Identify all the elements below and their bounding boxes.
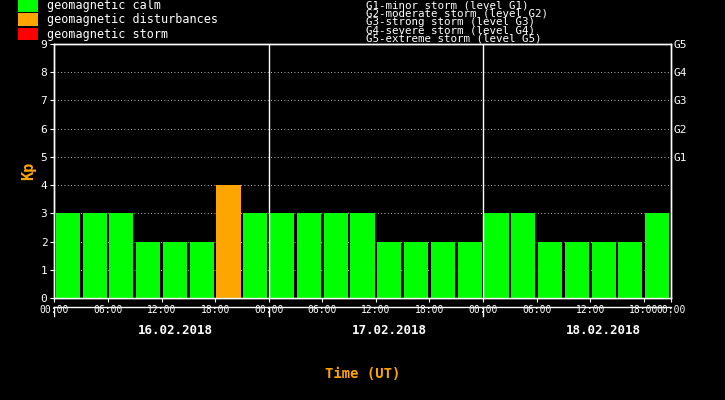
Text: geomagnetic storm: geomagnetic storm bbox=[46, 28, 168, 40]
FancyBboxPatch shape bbox=[18, 14, 38, 26]
Bar bbox=[217, 185, 241, 298]
Bar bbox=[484, 213, 508, 298]
Text: 18.02.2018: 18.02.2018 bbox=[566, 324, 641, 337]
Bar bbox=[377, 242, 402, 298]
Text: Time (UT): Time (UT) bbox=[325, 367, 400, 381]
Bar bbox=[56, 213, 80, 298]
Text: G4-severe storm (level G4): G4-severe storm (level G4) bbox=[366, 25, 535, 35]
Bar bbox=[511, 213, 535, 298]
Bar bbox=[350, 213, 375, 298]
Bar bbox=[565, 242, 589, 298]
Bar bbox=[645, 213, 669, 298]
Bar bbox=[136, 242, 160, 298]
Bar bbox=[244, 213, 268, 298]
Y-axis label: Kp: Kp bbox=[22, 162, 36, 180]
Text: G5-extreme storm (level G5): G5-extreme storm (level G5) bbox=[366, 34, 542, 44]
Bar bbox=[83, 213, 107, 298]
Bar bbox=[404, 242, 428, 298]
Bar bbox=[592, 242, 616, 298]
Bar bbox=[538, 242, 562, 298]
Bar bbox=[163, 242, 187, 298]
FancyBboxPatch shape bbox=[18, 0, 38, 12]
Bar bbox=[270, 213, 294, 298]
Bar bbox=[457, 242, 481, 298]
Text: G3-strong storm (level G3): G3-strong storm (level G3) bbox=[366, 17, 535, 27]
Text: G2-moderate storm (level G2): G2-moderate storm (level G2) bbox=[366, 8, 548, 18]
Text: geomagnetic calm: geomagnetic calm bbox=[46, 0, 161, 12]
Bar bbox=[431, 242, 455, 298]
Text: geomagnetic disturbances: geomagnetic disturbances bbox=[46, 13, 218, 26]
Bar bbox=[618, 242, 642, 298]
Bar bbox=[297, 213, 321, 298]
Bar bbox=[190, 242, 214, 298]
FancyBboxPatch shape bbox=[18, 28, 38, 40]
Text: 17.02.2018: 17.02.2018 bbox=[352, 324, 427, 337]
Text: 16.02.2018: 16.02.2018 bbox=[138, 324, 212, 337]
Bar bbox=[323, 213, 348, 298]
Bar bbox=[109, 213, 133, 298]
Text: G1-minor storm (level G1): G1-minor storm (level G1) bbox=[366, 0, 529, 10]
